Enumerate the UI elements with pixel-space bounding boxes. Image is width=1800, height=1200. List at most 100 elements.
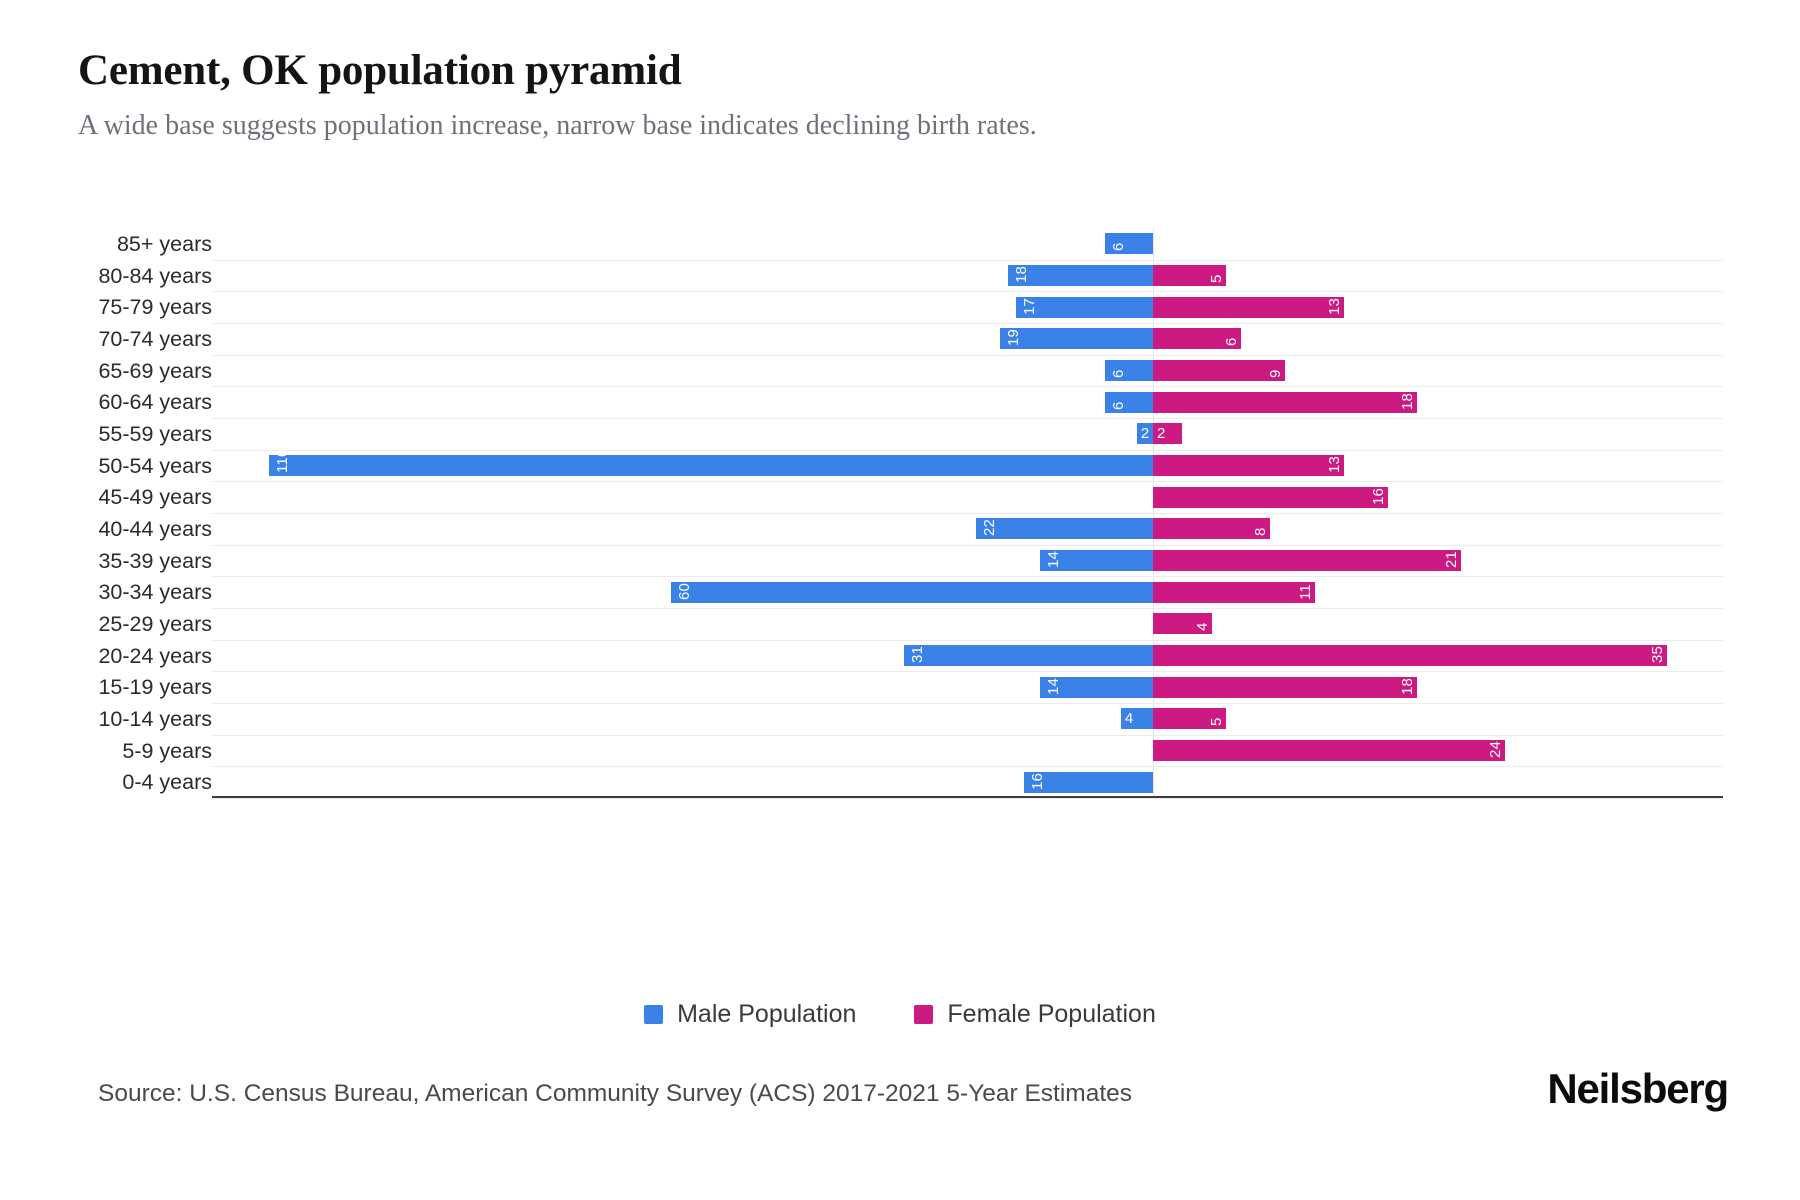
bar-value-female: 18 [1399, 392, 1417, 410]
gridline [212, 418, 1723, 419]
bar-male[interactable]: 4 [1120, 708, 1153, 730]
legend-label-female: Female Population [947, 1000, 1156, 1028]
bar-value-male: 17 [1021, 297, 1039, 315]
bar-row: 24 [212, 740, 1723, 761]
bar-male[interactable]: 14 [1040, 676, 1153, 698]
bar-value-male: 6 [1109, 401, 1127, 410]
bar-female[interactable]: 8 [1153, 518, 1271, 540]
gridline [212, 355, 1723, 356]
y-axis-labels: 85+ years 80-84 years 75-79 years 70-74 yea… [78, 228, 212, 798]
bar-value-female: 5 [1208, 717, 1226, 727]
bar-value-male: 18 [1013, 265, 1031, 283]
gridline [212, 545, 1723, 546]
y-axis-label: 20-24 years [98, 643, 212, 668]
bar-value-male: 6 [1109, 242, 1127, 252]
y-axis-label: 40-44 years [98, 516, 212, 541]
y-axis-label: 30-34 years [98, 580, 212, 605]
bar-row: 17 13 [212, 296, 1723, 318]
y-axis-label: 0-4 years [122, 770, 212, 795]
bar-value-female: 9 [1267, 369, 1285, 378]
bar-value-female: 35 [1649, 645, 1666, 663]
source-note: Source: U.S. Census Bureau, American Com… [98, 1080, 1133, 1107]
bar-value-female: 11 [1296, 583, 1314, 600]
bar-female[interactable]: 2 [1153, 423, 1183, 445]
bar-male[interactable]: 14 [1040, 550, 1153, 571]
bar-female[interactable]: 5 [1153, 708, 1227, 730]
bar-female[interactable]: 16 [1153, 486, 1388, 508]
bar-row: 4 [212, 613, 1723, 635]
legend-item-male[interactable]: Male Population [644, 1000, 856, 1029]
bar-row: 6 [212, 233, 1723, 255]
y-axis-label: 50-54 years [98, 453, 212, 478]
bar-female[interactable]: 18 [1153, 676, 1418, 698]
bar-value-male: 14 [1045, 550, 1063, 568]
bar-female[interactable]: 18 [1153, 391, 1418, 413]
bar-male[interactable]: 60 [670, 581, 1153, 603]
legend-item-female[interactable]: Female Population [914, 1000, 1156, 1029]
bar-male[interactable]: 2 [1136, 423, 1153, 445]
gridline [212, 260, 1723, 261]
bar-female[interactable]: 13 [1153, 455, 1344, 476]
bar-male[interactable]: 6 [1104, 360, 1153, 381]
y-axis-label: 25-29 years [98, 611, 212, 636]
bar-value-male: 22 [981, 519, 999, 537]
gridline [212, 735, 1723, 736]
gridline [212, 386, 1723, 387]
bar-female[interactable]: 13 [1153, 296, 1344, 318]
bar-male[interactable]: 6 [1104, 233, 1153, 255]
y-axis-label: 85+ years [116, 231, 212, 256]
bar-male[interactable]: 110 [269, 448, 1153, 476]
bar-value-female: 2 [1157, 425, 1166, 443]
y-axis-label: 10-14 years [98, 706, 212, 731]
gridline [212, 608, 1723, 609]
y-axis-label: 60-64 years [98, 390, 212, 415]
bar-male[interactable]: 18 [1008, 265, 1153, 286]
bar-male[interactable]: 22 [976, 518, 1153, 540]
gridline [212, 640, 1723, 641]
bar-female[interactable]: 9 [1153, 360, 1286, 381]
bar-female[interactable]: 4 [1153, 613, 1212, 635]
bar-male[interactable]: 16 [1024, 771, 1153, 793]
legend-swatch-male-icon [644, 1005, 664, 1024]
legend-label-male: Male Population [677, 1000, 857, 1028]
chart-plot-area: 85+ years 80-84 years 75-79 years 70-74 yea… [78, 228, 1723, 799]
gridline [212, 798, 1723, 799]
bar-female[interactable]: 6 [1153, 328, 1242, 350]
y-axis-label: 35-39 years [98, 548, 212, 573]
bar-row: 16 [212, 486, 1723, 508]
bar-value-male: 31 [908, 645, 926, 663]
bar-female[interactable]: 35 [1153, 645, 1667, 666]
y-axis-label: 55-59 years [98, 421, 212, 446]
bar-value-female: 24 [1487, 740, 1505, 758]
gridline [212, 291, 1723, 292]
bar-female[interactable]: 11 [1153, 581, 1315, 603]
gridline [212, 513, 1723, 514]
gridline [212, 481, 1723, 482]
legend-swatch-female-icon [914, 1005, 934, 1024]
bar-male[interactable]: 6 [1104, 391, 1153, 413]
bar-row: 14 21 [212, 550, 1723, 571]
bar-male[interactable]: 17 [1016, 296, 1153, 318]
y-axis-label: 80-84 years [98, 263, 212, 288]
bar-male[interactable]: 31 [903, 645, 1153, 666]
gridline [212, 323, 1723, 324]
y-axis-label: 65-69 years [98, 358, 212, 383]
bar-female[interactable]: 21 [1153, 550, 1462, 571]
bar-value-female: 6 [1223, 337, 1241, 347]
chart-subtitle: A wide base suggests population increase… [78, 110, 1037, 142]
bar-female[interactable]: 5 [1153, 265, 1227, 286]
y-axis-label: 45-49 years [98, 485, 212, 510]
plot-grid-area: 6 18 5 17 13 19 6 6 9 6 18 2 2 110 13 16 22 8 14 21 60 11 4 31 3… [212, 228, 1723, 799]
bar-value-male: 2 [1140, 425, 1150, 443]
chart-header: Cement, OK population pyramid A wide bas… [78, 46, 1718, 143]
gridline [212, 450, 1723, 451]
bar-value-male: 110 [274, 448, 291, 473]
chart-legend: Male Population Female Population [0, 1000, 1800, 1029]
y-axis-label: 70-74 years [98, 326, 212, 351]
bar-male[interactable]: 19 [1000, 328, 1153, 350]
bar-female[interactable]: 24 [1153, 740, 1506, 761]
